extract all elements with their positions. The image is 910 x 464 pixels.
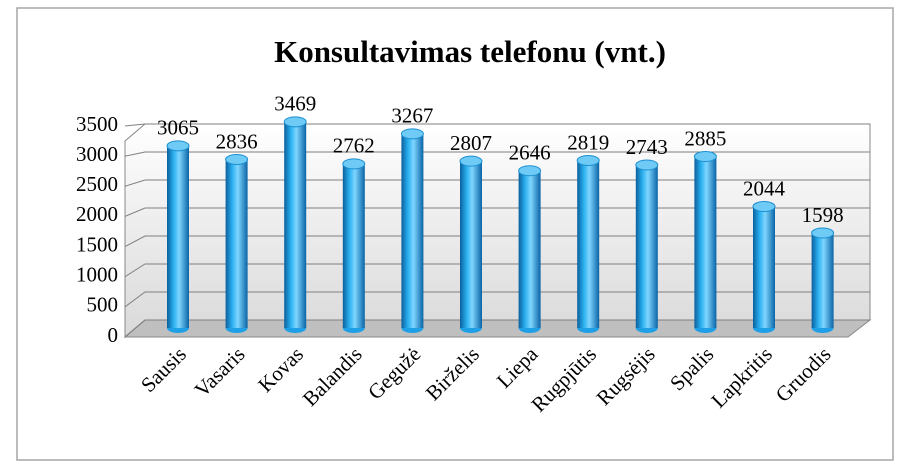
bar-body xyxy=(753,206,775,328)
value-label: 2819 xyxy=(567,130,609,154)
y-tick-label: 2000 xyxy=(76,202,118,226)
value-label: 3065 xyxy=(157,116,199,140)
value-label: 2646 xyxy=(509,141,551,165)
bar-top xyxy=(166,140,190,152)
value-label: 3267 xyxy=(391,104,433,128)
value-label: 2807 xyxy=(450,131,492,155)
bar-body xyxy=(518,170,541,328)
bar xyxy=(283,116,307,333)
bar-top xyxy=(225,153,249,165)
value-label: 2743 xyxy=(626,135,668,159)
bar-body xyxy=(401,133,424,328)
bar-body xyxy=(460,161,482,328)
bar-body xyxy=(342,163,365,328)
value-label: 1598 xyxy=(802,203,844,227)
bar xyxy=(459,155,483,333)
bar-top xyxy=(518,165,542,177)
bar-body xyxy=(167,145,189,328)
y-tick-label: 3000 xyxy=(76,142,118,166)
value-label: 2885 xyxy=(684,126,726,150)
bar xyxy=(752,201,776,333)
bar-top xyxy=(283,116,307,128)
bar-body xyxy=(694,156,717,328)
bar-top xyxy=(811,227,835,239)
bar-body xyxy=(811,233,834,328)
bar xyxy=(400,128,424,333)
grid-line xyxy=(124,123,870,127)
y-tick-label: 1500 xyxy=(76,232,118,256)
bar-body xyxy=(577,160,600,328)
grid-line xyxy=(124,235,870,248)
y-tick-label: 1000 xyxy=(76,263,118,287)
y-tick-label: 3500 xyxy=(76,112,118,136)
grid-line xyxy=(124,291,870,308)
value-label: 3469 xyxy=(274,92,316,116)
y-tick-label: 2500 xyxy=(76,172,118,196)
value-label: 2836 xyxy=(216,129,258,153)
bar xyxy=(342,158,366,333)
bar xyxy=(576,154,600,333)
grid-line xyxy=(124,207,870,217)
bar-top xyxy=(752,201,776,213)
bar xyxy=(811,227,835,333)
bar-body xyxy=(635,164,658,328)
value-label: 2044 xyxy=(743,176,786,200)
bar xyxy=(635,159,659,333)
bar xyxy=(693,151,717,333)
bar-body xyxy=(225,159,248,328)
bar-body xyxy=(284,121,307,328)
bar-top xyxy=(576,154,600,166)
grid-line xyxy=(124,319,870,338)
y-tick-label: 0 xyxy=(108,323,119,347)
bar xyxy=(166,140,190,333)
value-label: 2762 xyxy=(333,134,375,158)
bar-top xyxy=(459,155,483,167)
chart-title: Konsultavimas telefonu (vnt.) xyxy=(274,34,666,69)
grid-line xyxy=(124,179,870,187)
bar xyxy=(518,165,542,333)
y-tick-label: 500 xyxy=(87,293,119,317)
bar-top xyxy=(693,151,717,163)
grid-line xyxy=(124,263,870,278)
bar-top xyxy=(400,128,424,140)
grid-line xyxy=(124,151,870,157)
bar-top xyxy=(342,158,366,170)
bar xyxy=(225,153,249,333)
bar-top xyxy=(635,159,659,171)
